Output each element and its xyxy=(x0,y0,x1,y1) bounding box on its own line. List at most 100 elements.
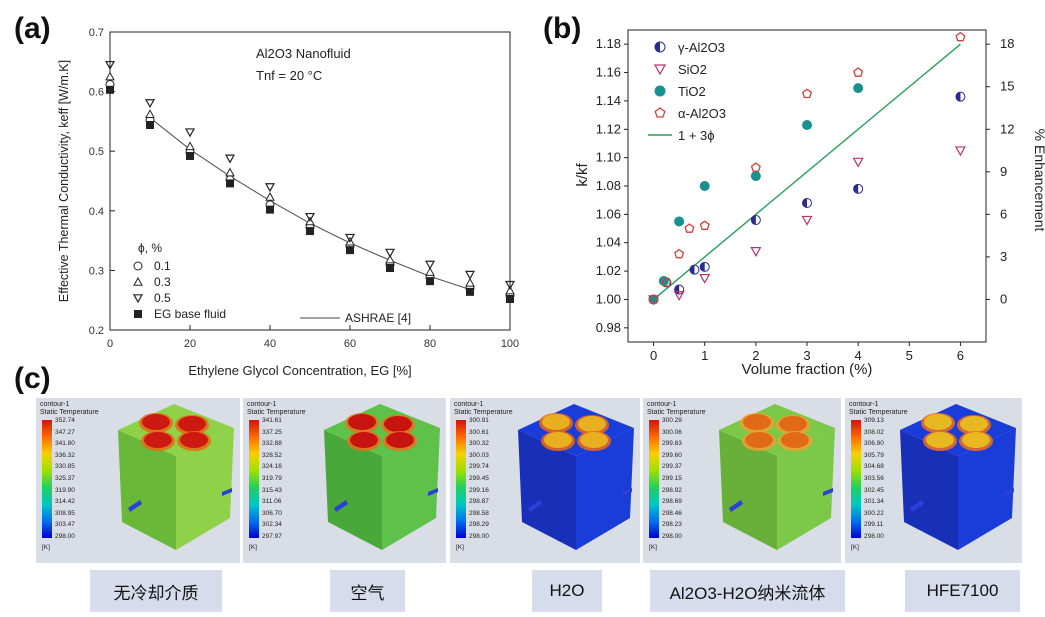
heat-source-disk xyxy=(350,432,378,448)
colorbar-value: 299.16 xyxy=(469,486,489,494)
inlet-pipe xyxy=(334,500,348,512)
simulation-panel: contour-1 Static Temperature 300.29 300.06 2… xyxy=(643,398,841,563)
chart-b-ytick-label: 1.08 xyxy=(596,178,621,193)
chart-a-legend-marker xyxy=(133,261,143,271)
colorbar-value: 298.92 xyxy=(662,486,682,494)
chart-a-xtick-label: 80 xyxy=(424,338,436,350)
chart-b-point--al2o3 xyxy=(955,91,966,102)
heat-source-disk xyxy=(180,432,208,448)
chart-a-ytick-label: 0.6 xyxy=(89,87,104,99)
chart-b-point-tio2 xyxy=(658,276,669,287)
heat-source-disk xyxy=(144,432,172,448)
colorbar-value: 309.13 xyxy=(864,417,884,424)
colorbar-value: 298.00 xyxy=(469,533,489,540)
cube-render xyxy=(118,404,234,550)
chart-b-ytick-label: 1.02 xyxy=(596,263,621,278)
colorbar-value: 297.97 xyxy=(262,533,282,540)
cube-right-face xyxy=(777,428,835,550)
colorbar-value: 300.06 xyxy=(662,428,682,436)
heat-source-disk xyxy=(924,414,952,430)
colorbar xyxy=(42,420,52,538)
outlet-pipe xyxy=(823,488,833,496)
outlet-pipe xyxy=(222,488,232,496)
colorbar-title: contour-1 Static Temperature xyxy=(454,401,513,417)
chart-b-point--al2o3 xyxy=(801,88,813,99)
chart-a-point-0.3 xyxy=(425,267,435,276)
colorbar-value: 300.03 xyxy=(469,451,489,459)
chart-a-legend-label: EG base fluid xyxy=(154,307,226,321)
cube-left-face xyxy=(719,430,777,550)
chart-b-point--al2o3 xyxy=(853,67,864,77)
colorbar-value: 301.34 xyxy=(864,498,884,506)
cube-left-face xyxy=(324,430,382,550)
chart-a-ytick-label: 0.5 xyxy=(89,146,104,158)
colorbar-value: 330.85 xyxy=(55,463,75,471)
chart-a-point-0.3 xyxy=(505,285,515,295)
colorbar-value: 315.43 xyxy=(262,486,282,494)
cube-right-face xyxy=(576,428,634,550)
chart-a-point-0.3 xyxy=(465,277,475,287)
chart-b-legend-label: γ-Al2O3 xyxy=(678,40,725,55)
chart-b-point-sio2 xyxy=(673,291,685,301)
chart-a-legend-fit-label: ASHRAE [4] xyxy=(345,311,411,325)
chart-b-fit-line xyxy=(653,43,961,300)
colorbar-value: 352.74 xyxy=(55,417,75,424)
chart-a-legend-title: ϕ, % xyxy=(138,241,162,255)
simulation-panel: contour-1 Static Temperature 352.74 347.27 3… xyxy=(36,398,240,563)
chart-b-point--al2o3-outline xyxy=(674,284,685,295)
chart-a-ytick-label: 0.7 xyxy=(89,27,104,39)
heat-source-disk xyxy=(960,416,988,432)
heat-source-disk xyxy=(544,432,572,448)
chart-b-point-sio2 xyxy=(801,215,813,226)
chart-a-legend-marker xyxy=(134,310,142,318)
colorbar-value: 300.29 xyxy=(662,417,682,424)
colorbar-value: 308.95 xyxy=(55,509,75,517)
chart-a-xtick-label: 20 xyxy=(184,338,196,350)
chart-b-point--al2o3 xyxy=(661,277,672,288)
chart-b-point--al2o3-outline xyxy=(955,91,966,102)
chart-b-point--al2o3 xyxy=(699,261,710,272)
chart-b-xtick-label: 2 xyxy=(752,348,759,363)
panel-label-a: (a) xyxy=(14,12,51,45)
chart-b-point--al2o3 xyxy=(853,183,864,194)
chart-b-point--al2o3-fill xyxy=(649,294,654,304)
chart-b-legend-marker xyxy=(654,41,666,53)
heat-source-disk xyxy=(578,416,606,432)
colorbar-value: 300.22 xyxy=(864,509,884,517)
chart-b-point--al2o3-fill xyxy=(853,184,859,194)
colorbar-value: 299.45 xyxy=(469,475,489,482)
chart-a-xtick-label: 60 xyxy=(344,338,356,350)
chart-a-frame xyxy=(109,31,511,331)
colorbar-value: 300.61 xyxy=(469,428,489,436)
heat-source-disk xyxy=(743,414,771,430)
chart-b-xtick-label: 5 xyxy=(906,348,913,363)
colorbar xyxy=(851,420,861,538)
chart-a-point-0.1 xyxy=(465,283,475,293)
chart-b-point-tio2 xyxy=(648,294,659,305)
cube-render xyxy=(719,404,835,550)
chart-b-ytick-label: 1.10 xyxy=(596,150,621,165)
colorbar-value: 332.88 xyxy=(262,440,282,448)
colorbar-value: 299.37 xyxy=(662,463,682,471)
chart-a-point-eg-base-fluid xyxy=(266,205,274,214)
chart-a-point-0.5 xyxy=(224,154,236,164)
chart-a-point-0.3 xyxy=(145,109,155,118)
chart-b-legend-marker xyxy=(654,107,666,118)
colorbar-value: 328.52 xyxy=(262,451,282,459)
heat-source-disk xyxy=(580,432,608,448)
chart-b-point--al2o3 xyxy=(689,264,700,275)
chart-b-point--al2o3-outline xyxy=(750,215,761,226)
colorbar-value: 303.56 xyxy=(864,475,884,482)
colorbar-title-line1: contour-1 xyxy=(454,401,484,408)
chart-a-point-0.5 xyxy=(384,248,396,258)
chart-b-point--al2o3-fill xyxy=(689,265,695,275)
colorbar-value: 347.27 xyxy=(55,428,75,436)
panel-label-b: (b) xyxy=(543,12,582,45)
colorbar-unit: [K] xyxy=(649,544,657,551)
chart-b-ytick-label: 1.12 xyxy=(596,121,621,136)
colorbar-title-line2: Static Temperature xyxy=(849,409,908,416)
chart-b-xtick-label: 0 xyxy=(650,348,657,363)
chart-a-point-0.5 xyxy=(504,280,516,290)
colorbar-value: 299.83 xyxy=(662,440,682,448)
colorbar-value: 305.79 xyxy=(864,451,884,459)
